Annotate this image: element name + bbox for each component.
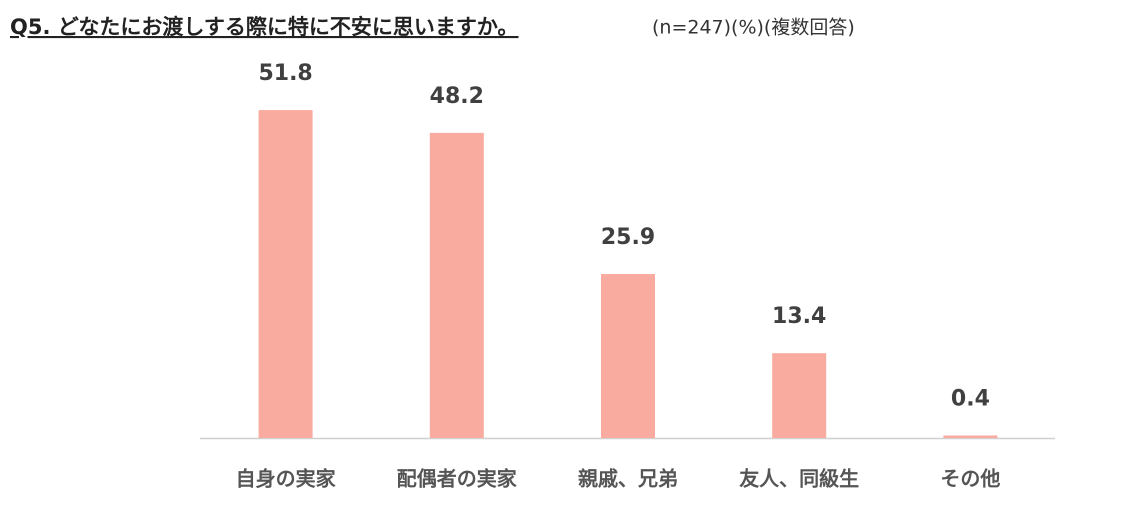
bar [429,132,484,439]
x-tick-label: 親戚、兄弟 [578,467,678,491]
value-label: 48.2 [430,84,484,109]
value-label: 25.9 [601,225,655,250]
x-tick-label: その他 [940,467,1000,491]
bar [258,110,313,438]
x-tick-label: 自身の実家 [236,467,337,491]
x-tick-label: 配偶者の実家 [397,467,518,491]
value-label: 51.8 [258,61,312,86]
bar [772,353,827,438]
x-tick-label: 友人、同級生 [739,467,859,491]
value-label: 0.4 [951,386,990,411]
chart-title: Q5. どなたにお渡しする際に特に不安に思いますか。 [10,15,519,39]
chart-subtitle: (n=247)(%)(複数回答) [652,17,855,39]
value-label: 13.4 [772,304,826,329]
bar [601,274,655,438]
bar [943,435,998,438]
